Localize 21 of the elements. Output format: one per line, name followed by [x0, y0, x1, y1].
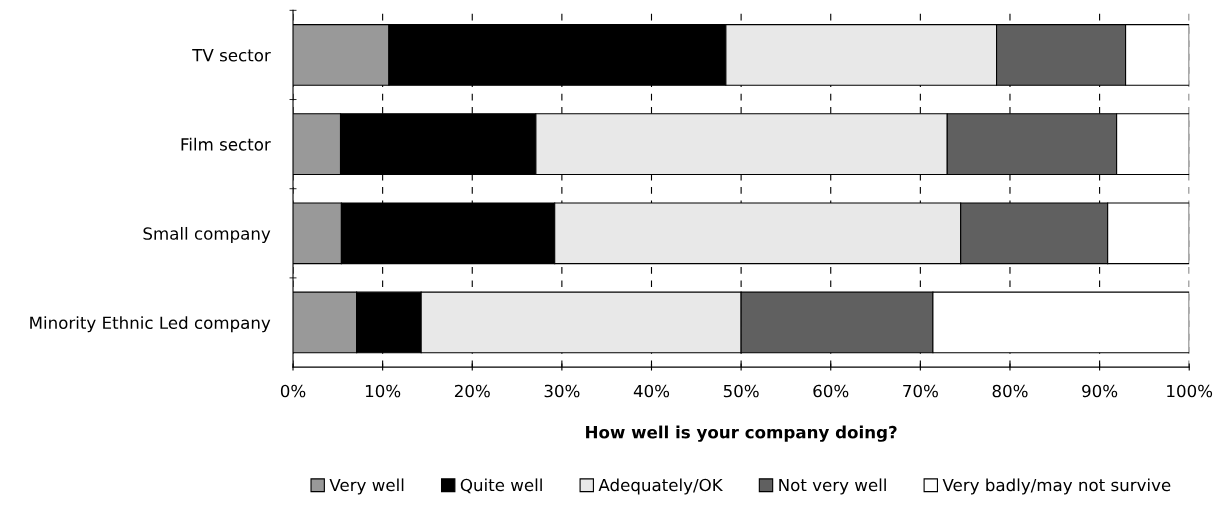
x-tick-label: 90%: [1082, 384, 1118, 398]
legend-label: Quite well: [460, 478, 542, 494]
x-tick-label: 80%: [992, 384, 1028, 398]
x-tick-label: 0%: [280, 384, 306, 398]
legend-label: Very badly/may not survive: [942, 478, 1171, 495]
x-tick-label: 70%: [903, 384, 938, 398]
legend-label: Not very well: [779, 478, 886, 495]
legend-label: Very well: [329, 478, 404, 495]
x-tick-label: 30%: [544, 384, 580, 398]
x-tick-label: 60%: [813, 384, 849, 398]
x-tick-label: 100%: [1167, 384, 1213, 398]
x-tick-label: 40%: [633, 384, 670, 398]
y-tick-label: Film sector: [181, 137, 271, 151]
y-tick-label: TV sector: [192, 49, 271, 62]
y-tick-label: Minority Ethnic Led company: [30, 316, 271, 333]
x-tick-label: 20%: [454, 384, 490, 398]
y-tick-label: Small company: [143, 226, 271, 244]
x-tick-label: 50%: [723, 384, 759, 398]
x-tick-label: 10%: [365, 384, 401, 398]
legend-label: Adequately/OK: [598, 478, 724, 495]
x-axis-title: How well is your company doing?: [586, 425, 897, 442]
